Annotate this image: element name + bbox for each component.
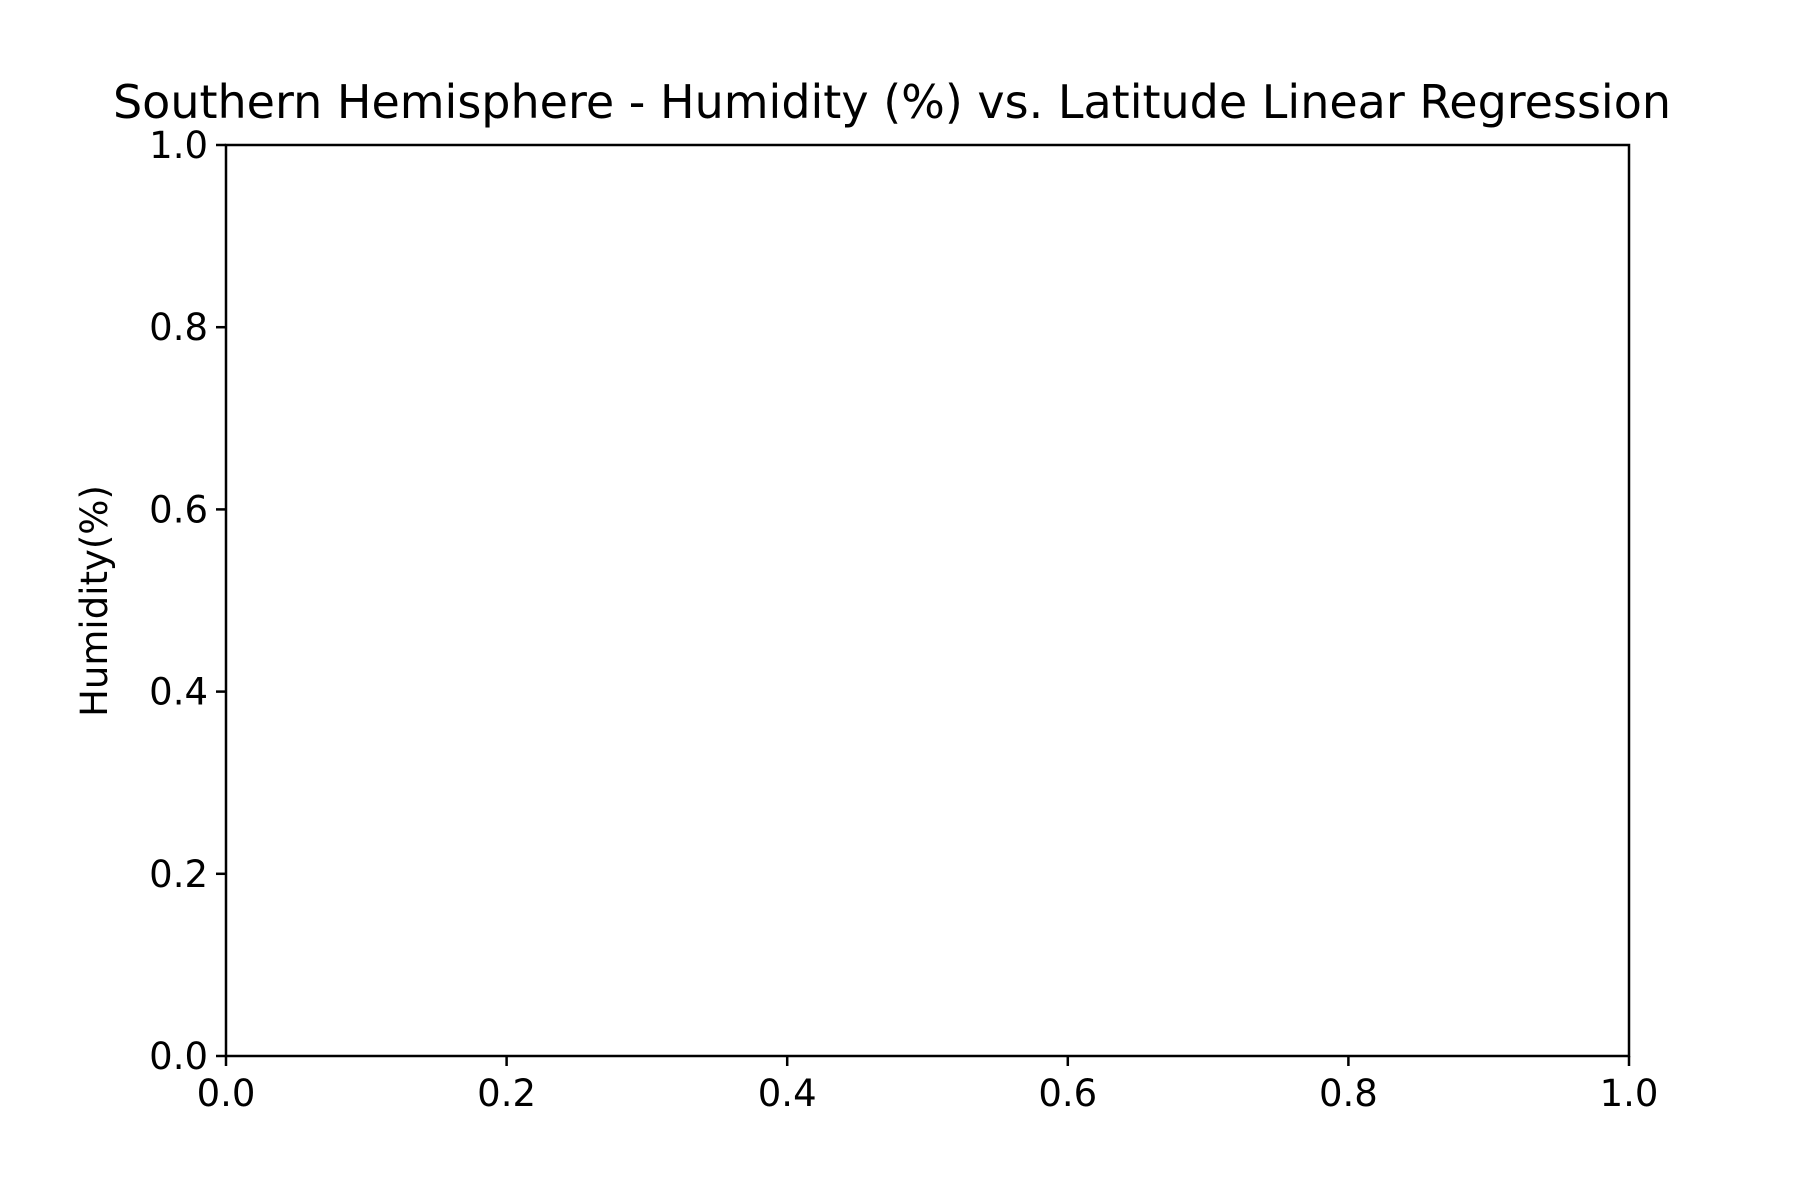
- y-tick-label: 0.0: [149, 1035, 208, 1078]
- chart-title: Southern Hemisphere - Humidity (%) vs. L…: [113, 75, 1671, 129]
- x-tick-label: 0.2: [477, 1072, 536, 1115]
- x-tick-label: 0.4: [758, 1072, 817, 1115]
- x-tick-label: 0.6: [1038, 1072, 1097, 1115]
- x-tick-label: 0.0: [197, 1072, 256, 1115]
- x-tick-label: 0.8: [1319, 1072, 1378, 1115]
- x-tick-label: 1.0: [1600, 1072, 1659, 1115]
- y-tick-label: 1.0: [149, 124, 208, 167]
- y-tick-label: 0.4: [149, 671, 208, 714]
- y-tick-label: 0.2: [149, 853, 208, 896]
- y-tick-label: 0.6: [149, 488, 208, 531]
- y-axis: 0.0 0.2 0.4 0.6 0.8 1.0: [149, 124, 226, 1078]
- x-axis: 0.0 0.2 0.4 0.6 0.8 1.0: [197, 1056, 1659, 1115]
- plot-area: [224, 143, 1631, 1058]
- y-tick-label: 0.8: [149, 306, 208, 349]
- y-axis-label: Humidity(%): [73, 485, 116, 717]
